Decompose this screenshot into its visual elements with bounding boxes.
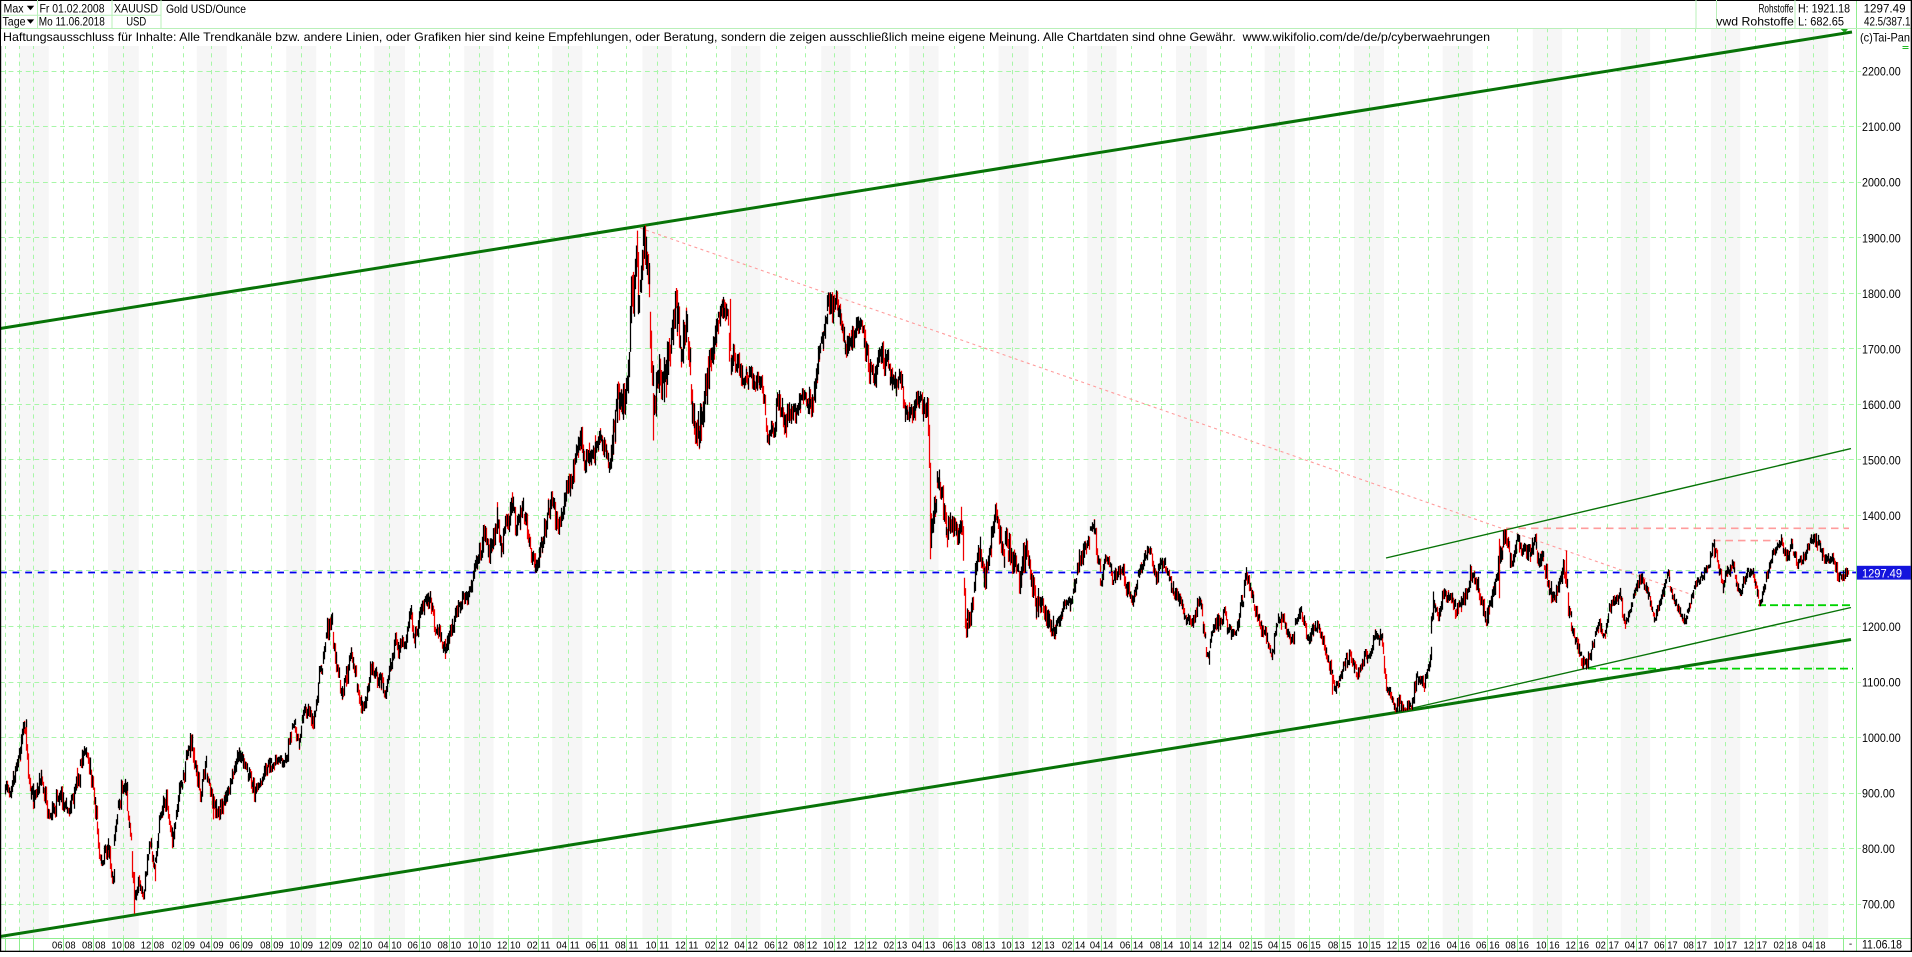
svg-text:12 12: 12 12 <box>854 940 878 951</box>
svg-text:1297.49: 1297.49 <box>1862 567 1902 581</box>
svg-text:800.00: 800.00 <box>1862 842 1895 856</box>
svg-text:700.00: 700.00 <box>1862 898 1895 912</box>
svg-text:vwd Rohstoffe: vwd Rohstoffe <box>1716 15 1794 29</box>
svg-text:02 18: 02 18 <box>1774 940 1798 951</box>
svg-text:06 09: 06 09 <box>229 940 253 951</box>
svg-text:-: - <box>1849 939 1852 950</box>
svg-text:1800.00: 1800.00 <box>1862 287 1901 301</box>
svg-text:04 15: 04 15 <box>1268 940 1292 951</box>
svg-text:04 18: 04 18 <box>1802 940 1826 951</box>
svg-text:10 12: 10 12 <box>823 940 847 951</box>
svg-text:10 08: 10 08 <box>111 940 135 951</box>
svg-text:06 12: 06 12 <box>764 940 788 951</box>
svg-text:04 16: 04 16 <box>1447 940 1471 951</box>
svg-text:04 17: 04 17 <box>1625 940 1649 951</box>
svg-text:02 12: 02 12 <box>705 940 729 951</box>
svg-text:Fr 01.02.2008: Fr 01.02.2008 <box>40 1 105 15</box>
svg-text:02 17: 02 17 <box>1595 940 1619 951</box>
svg-text:1900.00: 1900.00 <box>1862 231 1901 245</box>
svg-text:1500.00: 1500.00 <box>1862 453 1901 467</box>
svg-text:02 16: 02 16 <box>1417 940 1441 951</box>
svg-text:1400.00: 1400.00 <box>1862 509 1901 523</box>
svg-text:02 10: 02 10 <box>349 940 373 951</box>
svg-text:02 13: 02 13 <box>884 940 908 951</box>
svg-text:04 10: 04 10 <box>378 940 402 951</box>
svg-text:08 15: 08 15 <box>1328 940 1352 951</box>
svg-text:Gold USD/Ounce: Gold USD/Ounce <box>166 2 246 16</box>
svg-text:06 15: 06 15 <box>1297 940 1321 951</box>
svg-text:08 12: 08 12 <box>794 940 818 951</box>
svg-text:1297.49: 1297.49 <box>1864 1 1906 15</box>
svg-text:1100.00: 1100.00 <box>1862 676 1901 690</box>
svg-text:06 17: 06 17 <box>1654 940 1678 951</box>
svg-text:Max: Max <box>4 1 24 15</box>
svg-text:08 10: 08 10 <box>438 940 462 951</box>
svg-text:02 11: 02 11 <box>527 940 551 951</box>
svg-text:06 16: 06 16 <box>1476 940 1500 951</box>
svg-text:1200.00: 1200.00 <box>1862 620 1901 634</box>
svg-text:12 17: 12 17 <box>1744 940 1768 951</box>
svg-text:12 14: 12 14 <box>1209 940 1233 951</box>
svg-text:10 16: 10 16 <box>1536 940 1560 951</box>
svg-text:12 08: 12 08 <box>141 940 165 951</box>
svg-text:12 09: 12 09 <box>319 940 343 951</box>
svg-text:2200.00: 2200.00 <box>1862 65 1901 79</box>
svg-text:06 10: 06 10 <box>408 940 432 951</box>
svg-text:Tage: Tage <box>3 15 26 29</box>
svg-text:900.00: 900.00 <box>1862 787 1895 801</box>
svg-text:H: 1921.18: H: 1921.18 <box>1798 1 1850 15</box>
svg-text:08 08: 08 08 <box>82 940 106 951</box>
svg-text:02 15: 02 15 <box>1239 940 1263 951</box>
svg-text:10 17: 10 17 <box>1713 940 1737 951</box>
svg-text:Haftungsausschluss für Inhalte: Haftungsausschluss für Inhalte: Alle Tre… <box>3 30 1490 44</box>
svg-text:02 14: 02 14 <box>1062 940 1086 951</box>
svg-text:06 08: 06 08 <box>52 940 76 951</box>
svg-text:04 11: 04 11 <box>556 940 580 951</box>
svg-text:12 11: 12 11 <box>675 940 699 951</box>
svg-text:1000.00: 1000.00 <box>1862 731 1901 745</box>
svg-text:Rohstoffe: Rohstoffe <box>1759 1 1794 15</box>
svg-text:1600.00: 1600.00 <box>1862 398 1901 412</box>
svg-text:04 12: 04 12 <box>734 940 758 951</box>
svg-text:02 09: 02 09 <box>171 940 195 951</box>
svg-text:Mo 11.06.2018: Mo 11.06.2018 <box>39 15 105 29</box>
svg-text:10 14: 10 14 <box>1179 940 1203 951</box>
svg-text:10 09: 10 09 <box>289 940 313 951</box>
svg-text:06 11: 06 11 <box>586 940 610 951</box>
svg-text:L: 682.65: L: 682.65 <box>1798 15 1844 29</box>
svg-text:12 15: 12 15 <box>1387 940 1411 951</box>
svg-text:04 14: 04 14 <box>1090 940 1114 951</box>
svg-text:06 13: 06 13 <box>942 940 966 951</box>
svg-text:(c)Tai-Pan: (c)Tai-Pan <box>1860 31 1910 45</box>
svg-text:10 15: 10 15 <box>1357 940 1381 951</box>
svg-text:XAUUSD: XAUUSD <box>114 1 158 15</box>
svg-text:2000.00: 2000.00 <box>1862 176 1901 190</box>
svg-text:10 13: 10 13 <box>1001 940 1025 951</box>
svg-text:12 13: 12 13 <box>1031 940 1055 951</box>
svg-text:2100.00: 2100.00 <box>1862 120 1901 134</box>
svg-text:12 16: 12 16 <box>1565 940 1589 951</box>
svg-text:04 09: 04 09 <box>200 940 224 951</box>
svg-text:12 10: 12 10 <box>497 940 521 951</box>
svg-text:08 17: 08 17 <box>1683 940 1707 951</box>
svg-text:06 14: 06 14 <box>1120 940 1144 951</box>
svg-text:08 16: 08 16 <box>1505 940 1529 951</box>
svg-text:USD: USD <box>126 15 146 29</box>
svg-text:42.5/387.18: 42.5/387.18 <box>1864 15 1912 29</box>
svg-text:10 11: 10 11 <box>646 940 670 951</box>
svg-text:08 11: 08 11 <box>615 940 639 951</box>
svg-text:10 10: 10 10 <box>468 940 492 951</box>
svg-text:08 14: 08 14 <box>1150 940 1174 951</box>
svg-text:08 09: 08 09 <box>260 940 284 951</box>
svg-text:1700.00: 1700.00 <box>1862 342 1901 356</box>
svg-text:08 13: 08 13 <box>972 940 996 951</box>
svg-text:04 13: 04 13 <box>912 940 936 951</box>
svg-text:11.06.18: 11.06.18 <box>1862 937 1902 951</box>
